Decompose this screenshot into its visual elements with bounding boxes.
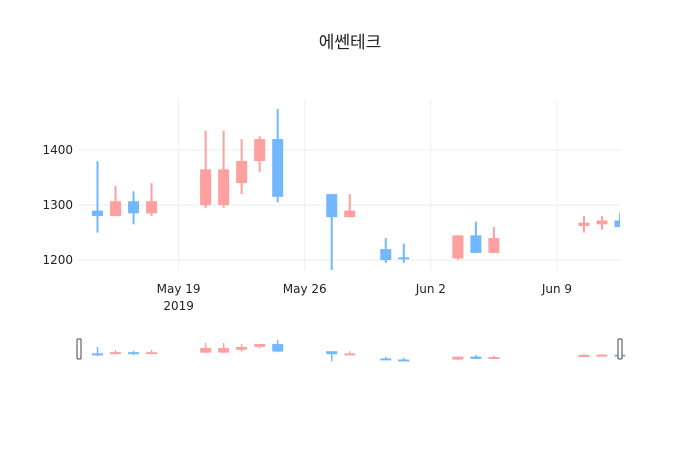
candle[interactable] (272, 108, 284, 203)
slider-candle (488, 355, 500, 359)
slider-candle-body (218, 347, 230, 353)
candle-body (92, 210, 104, 217)
candle-body (470, 235, 482, 253)
candle[interactable] (470, 221, 482, 253)
chart-title: 에쎈테크 (319, 33, 382, 53)
slider-candle-body (578, 354, 590, 357)
slider-candle-body (254, 344, 266, 347)
x-axis: May 19 2019 May 26 Jun 2 Jun 9 (157, 282, 572, 313)
slider-candle (596, 354, 608, 357)
slider-candle (272, 340, 284, 353)
candle[interactable] (236, 139, 248, 195)
candle-body (236, 161, 248, 184)
candle-body (380, 249, 392, 261)
x-tick-label: May 19 (157, 282, 201, 296)
candles (92, 108, 625, 271)
candle-body (344, 210, 356, 218)
candle-body (128, 201, 140, 214)
slider-candle (578, 354, 590, 357)
slider-candle (398, 357, 410, 362)
slider-candle-body (344, 353, 356, 356)
slider-candle (452, 356, 464, 360)
range-slider-left-handle[interactable] (76, 338, 82, 360)
slider-candle-body (146, 352, 158, 355)
slider-candle-body (596, 354, 608, 357)
candle-body (200, 169, 212, 206)
slider-candle (110, 350, 122, 355)
candle[interactable] (614, 213, 625, 228)
candle[interactable] (452, 235, 464, 261)
slider-candle-body (398, 359, 410, 362)
slider-candle-body (380, 358, 392, 361)
slider-candle-body (452, 356, 464, 360)
slider-candle (380, 356, 392, 361)
x-tick-year-label: 2019 (163, 299, 194, 313)
candle[interactable] (110, 185, 122, 217)
candle[interactable] (200, 130, 212, 208)
x-tick-label: Jun 2 (415, 282, 446, 296)
slider-candle-body (470, 356, 482, 359)
candle[interactable] (344, 194, 356, 218)
slider-candle-body (236, 346, 248, 350)
candle-body (254, 139, 266, 162)
candle-body (218, 169, 230, 206)
slider-candle-body (200, 347, 212, 353)
gridlines (78, 100, 620, 270)
candle-body (398, 257, 410, 260)
x-tick-label: May 26 (283, 282, 327, 296)
range-slider-right-handle[interactable] (617, 338, 623, 360)
slider-candle-body (92, 353, 104, 356)
slider-candle (344, 351, 356, 356)
candle[interactable] (596, 216, 608, 230)
slider-candle-body (326, 351, 338, 355)
candle-body (326, 194, 338, 218)
candle[interactable] (254, 136, 266, 173)
slider-candle (326, 351, 338, 362)
y-tick-label: 1400 (42, 143, 73, 157)
slider-candle (236, 344, 248, 352)
y-axis: 1200 1300 1400 (42, 143, 73, 267)
candle[interactable] (92, 161, 104, 233)
candle-body (272, 139, 284, 197)
slider-candle (128, 350, 140, 356)
candle-body (146, 201, 158, 214)
slider-candle (470, 354, 482, 359)
candle[interactable] (146, 183, 158, 217)
candle[interactable] (326, 194, 338, 271)
plot-area[interactable] (92, 108, 625, 271)
candle[interactable] (380, 238, 392, 263)
candle-body (110, 201, 122, 217)
candle[interactable] (578, 216, 590, 233)
y-tick-label: 1300 (42, 198, 73, 212)
candle[interactable] (218, 130, 230, 208)
candle-body (452, 235, 464, 259)
slider-candle (200, 342, 212, 354)
slider-candle (92, 346, 104, 357)
candle-body (578, 222, 590, 226)
candle[interactable] (488, 227, 500, 253)
candle[interactable] (128, 191, 140, 225)
slider-candle (218, 342, 230, 354)
slider-candle-body (128, 352, 140, 355)
slider-candle-body (488, 356, 500, 359)
slider-candle (254, 343, 266, 349)
slider-candle-body (110, 352, 122, 355)
y-tick-label: 1200 (42, 253, 73, 267)
x-tick-label: Jun 9 (541, 282, 572, 296)
slider-candle (146, 349, 158, 355)
candle-body (614, 220, 620, 228)
candle[interactable] (398, 243, 410, 263)
candle-body (488, 238, 500, 253)
candle-body (596, 220, 608, 225)
range-slider[interactable] (76, 338, 626, 362)
slider-candle-body (272, 344, 284, 352)
